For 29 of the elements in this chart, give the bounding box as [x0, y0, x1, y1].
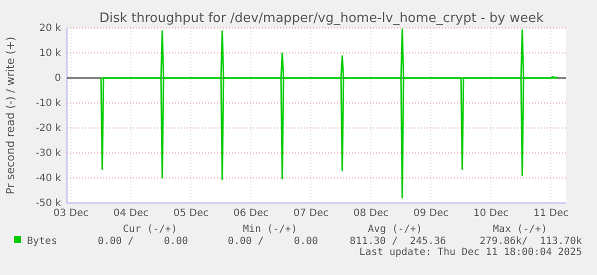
text: 279.86k/ 113.70k — [480, 236, 582, 247]
x-tick-label: 06 Dec — [233, 208, 269, 220]
y-tick-label: 0 — [54, 73, 61, 84]
x-tick-label: 04 Dec — [113, 208, 149, 220]
x-tick-label: 05 Dec — [173, 208, 209, 220]
y-tick-label: -50 k — [36, 198, 62, 210]
chart-title: Disk throughput for /dev/mapper/vg_home-lv_home_crypt - by week — [99, 11, 544, 26]
x-tick-label: 11 Dec — [533, 208, 569, 220]
y-tick-label: -10 k — [36, 98, 62, 110]
text: 0.00 / 0.00 — [228, 236, 318, 247]
x-tick-label: 10 Dec — [473, 208, 509, 220]
x-tick-label: 09 Dec — [413, 208, 449, 220]
text: Last update: Thu Dec 11 18:00:04 2025 — [359, 247, 582, 258]
y-tick-label: 10 k — [39, 48, 62, 60]
x-tick-label: 08 Dec — [353, 208, 389, 220]
y-tick-label: -30 k — [36, 148, 62, 160]
y-tick-label: 20 k — [39, 23, 62, 34]
legend-label: Bytes — [27, 236, 58, 247]
text: Min (-/+) — [242, 224, 298, 235]
text: Max (-/+) — [492, 224, 548, 235]
y-tick-label: -20 k — [36, 123, 62, 134]
x-tick-label: 03 Dec — [53, 208, 89, 220]
text: 811.30 / 245.36 — [350, 236, 446, 247]
text: Avg (-/+) — [368, 224, 422, 235]
y-tick-label: -40 k — [36, 173, 62, 184]
y-axis-title: Pr second read (-) / write (+) — [4, 36, 17, 194]
text: 0.00 / 0.00 — [98, 236, 188, 247]
x-tick-label: 07 Dec — [293, 208, 329, 220]
text: Cur (-/+) — [122, 224, 178, 235]
